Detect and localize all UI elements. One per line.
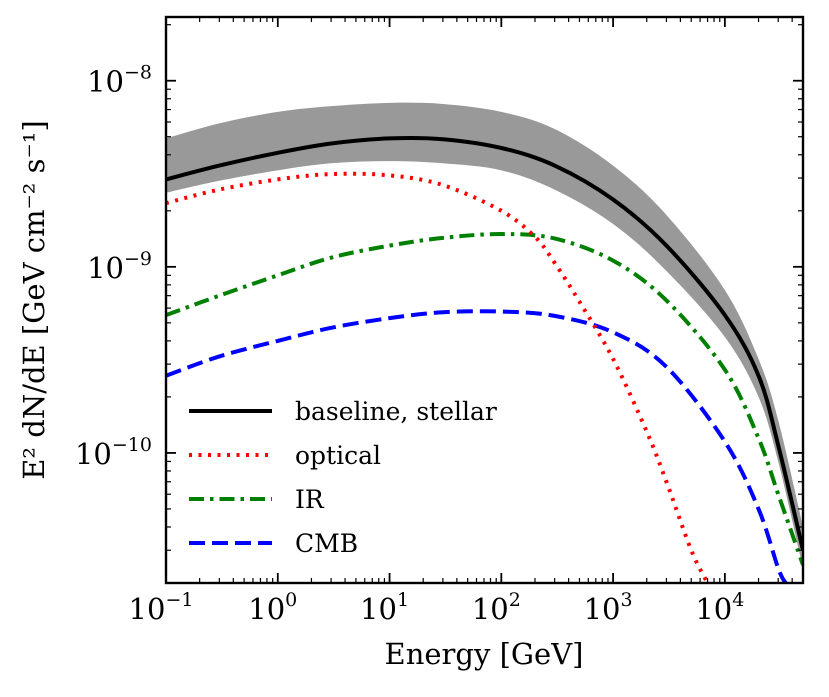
x-tick-label: 10−1	[129, 589, 194, 626]
x-tick-label: 104	[695, 589, 744, 626]
x-tick-label: 103	[584, 589, 633, 626]
plot-frame	[164, 15, 805, 585]
legend-label: baseline, stellar	[295, 397, 497, 426]
y-tick-label: 10−9	[87, 248, 152, 285]
legend: baseline, stellar optical IR CMB	[189, 397, 497, 558]
x-tick-label: 100	[248, 589, 297, 626]
x-axis-label: Energy [GeV]	[385, 637, 584, 671]
x-tick-label: 102	[472, 589, 521, 626]
series-layer	[166, 135, 803, 583]
tick-labels-layer: 10−1 100 101 102 103 104 10−10 10−9 10−8	[75, 62, 744, 626]
uncertainty-band	[166, 102, 803, 569]
x-tick-label: 101	[360, 589, 409, 626]
y-axis-label: E² dN/dE [GeV cm⁻² s⁻¹]	[17, 120, 51, 480]
series-line-baseline-stellar	[166, 135, 803, 551]
y-tick-label: 10−10	[75, 434, 152, 471]
series-line-cmb	[166, 309, 788, 583]
series-line-ir	[166, 232, 803, 566]
y-tick-label: 10−8	[87, 62, 152, 99]
uncertainty-band-layer	[166, 102, 803, 569]
legend-label: IR	[295, 485, 325, 514]
legend-label: CMB	[295, 529, 358, 558]
legend-label: optical	[295, 441, 381, 470]
series-line-optical	[166, 171, 710, 583]
